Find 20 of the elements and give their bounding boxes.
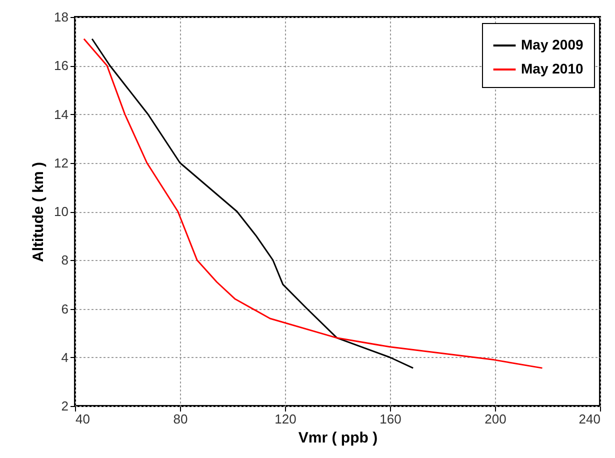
x-tick-label: 200: [484, 412, 506, 426]
x-tick-label: 80: [173, 412, 188, 426]
x-tick-label: 120: [274, 412, 296, 426]
y-tick-label: 8: [61, 252, 68, 268]
y-tick-label: 18: [54, 10, 68, 24]
x-axis-title: Vmr ( ppb ): [298, 430, 378, 446]
y-tick-label: 6: [61, 301, 68, 316]
y-tick-label: 12: [54, 155, 68, 170]
x-tick-label: 160: [380, 412, 402, 426]
y-tick-label: 10: [54, 204, 68, 219]
y-axis-title: Altitude ( km ): [30, 162, 48, 262]
y-tick-label: 2: [61, 398, 68, 414]
x-tick-label: 240: [578, 412, 600, 426]
y-tick-label: 16: [54, 58, 68, 74]
legend-label: May 2009: [521, 36, 584, 52]
legend-label: May 2010: [521, 60, 584, 76]
line-series: [91, 38, 414, 369]
y-tick-label: 4: [61, 350, 68, 365]
x-tick-label: 40: [76, 412, 90, 426]
y-tick-label: 14: [54, 106, 68, 122]
